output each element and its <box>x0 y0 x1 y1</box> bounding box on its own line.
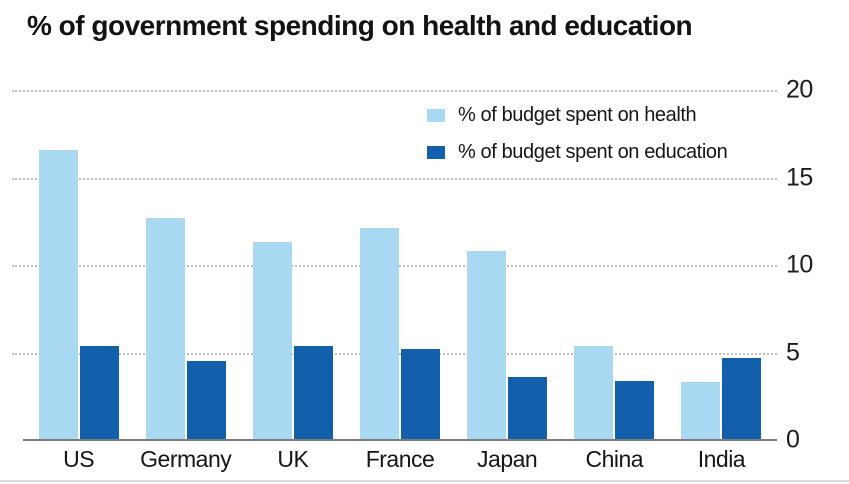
bar-education-china <box>615 380 655 440</box>
legend: % of budget spent on health % of budget s… <box>427 104 728 178</box>
bar-health-us <box>38 149 78 440</box>
bar-health-china <box>574 345 614 440</box>
bar-education-india <box>722 357 762 440</box>
bar-group-germany <box>132 90 239 440</box>
ytick-label-20: 20 <box>786 75 813 104</box>
xtick-label-uk: UK <box>277 446 309 472</box>
bottom-divider <box>0 480 849 482</box>
ytick-label-5: 5 <box>786 338 800 366</box>
gridline-20 <box>12 90 777 92</box>
bar-health-france <box>359 228 399 440</box>
bar-health-india <box>681 382 721 440</box>
bar-education-germany <box>186 361 226 440</box>
ytick-label-10: 10 <box>786 250 813 279</box>
bar-education-japan <box>508 377 548 440</box>
xtick-label-us: US <box>63 446 95 472</box>
legend-label-education: % of budget spent on education <box>458 141 728 163</box>
xtick-label-france: France <box>365 446 435 472</box>
bar-education-us <box>79 345 119 440</box>
bar-group-china <box>561 90 668 440</box>
legend-swatch-health-icon <box>427 109 445 122</box>
plot-area <box>12 90 777 441</box>
legend-label-health: % of budget spent on health <box>458 104 697 126</box>
bar-education-france <box>400 349 440 440</box>
bar-health-japan <box>467 251 507 440</box>
xtick-label-india: India <box>697 446 746 472</box>
bar-group-france <box>346 90 453 440</box>
x-axis-line <box>23 439 777 441</box>
xtick-label-china: China <box>585 446 644 472</box>
x-axis-labels: US Germany UK France Japan China India <box>25 446 775 473</box>
bar-health-uk <box>252 242 292 440</box>
bar-health-germany <box>145 217 185 440</box>
bars <box>25 90 775 440</box>
legend-swatch-education-icon <box>427 146 445 159</box>
bar-group-us <box>25 90 132 440</box>
ytick-label-15: 15 <box>786 163 813 191</box>
bar-group-japan <box>454 90 561 440</box>
legend-item-health: % of budget spent on health <box>427 104 727 127</box>
bar-group-india <box>668 90 775 440</box>
chart-title: % of government spending on health and e… <box>27 10 693 41</box>
xtick-label-germany: Germany <box>140 446 232 472</box>
bar-group-uk <box>239 90 346 440</box>
legend-item-education: % of budget spent on education <box>427 141 728 164</box>
bar-education-uk <box>293 345 333 440</box>
ytick-label-0: 0 <box>786 425 800 454</box>
gridline-15 <box>12 177 777 180</box>
xtick-label-japan: Japan <box>477 446 538 472</box>
